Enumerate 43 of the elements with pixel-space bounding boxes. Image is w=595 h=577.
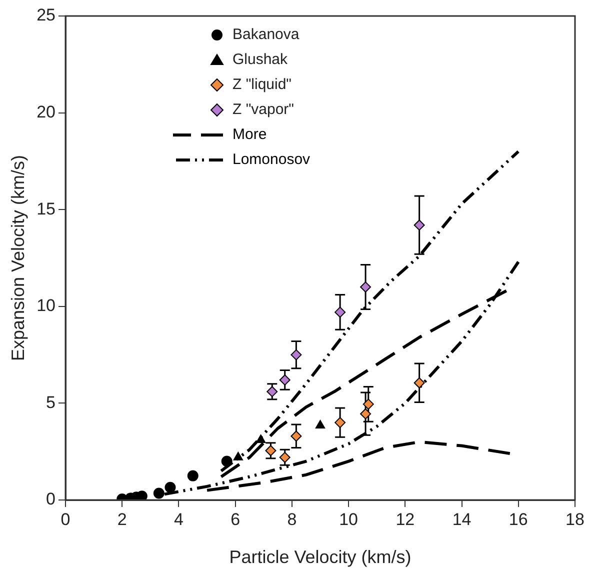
- y-tick-label: 0: [46, 490, 56, 509]
- point: [256, 434, 266, 443]
- line-series: [220, 150, 520, 472]
- x-tick-label: 14: [452, 510, 472, 529]
- point: [334, 306, 346, 318]
- point: [290, 349, 302, 360]
- x-tick-label: 2: [117, 510, 127, 529]
- legend-label: Glushak: [232, 50, 288, 70]
- point: [153, 488, 164, 499]
- y-tick-label: 20: [36, 102, 56, 122]
- x-tick-label: 6: [230, 510, 240, 529]
- x-tick-label: 0: [60, 510, 70, 529]
- x-tick-label: 4: [174, 510, 184, 529]
- point: [221, 456, 232, 467]
- point: [362, 398, 374, 410]
- x-axis-title: Particle Velocity (km/s): [229, 547, 412, 568]
- line-series: [206, 440, 512, 492]
- point: [315, 420, 326, 428]
- point: [360, 408, 372, 420]
- y-tick-label: 25: [36, 6, 56, 25]
- x-tick-label: 8: [287, 510, 297, 529]
- y-axis-title: Expansion Velocity (km/s): [8, 154, 28, 362]
- point: [334, 417, 346, 428]
- point: [187, 470, 198, 482]
- legend-label: Z "vapor": [232, 100, 294, 120]
- point: [290, 430, 302, 442]
- x-tick-label: 16: [508, 510, 528, 529]
- y-tick-label: 15: [36, 199, 56, 218]
- legend-label: Bakanova: [232, 25, 300, 45]
- y-tick-label: 10: [36, 296, 56, 316]
- legend-label: Z "liquid": [232, 75, 292, 95]
- point: [233, 452, 243, 460]
- x-tick-label: 18: [566, 510, 584, 529]
- y-tick-label: 5: [46, 392, 56, 412]
- legend-label: More: [232, 125, 267, 145]
- point: [360, 282, 372, 293]
- point: [279, 374, 290, 386]
- point: [164, 482, 176, 493]
- point: [414, 220, 425, 231]
- legend-label: Lomonosov: [232, 150, 310, 170]
- x-tick-label: 12: [396, 510, 415, 529]
- point: [414, 377, 425, 388]
- x-tick-label: 10: [339, 510, 358, 529]
